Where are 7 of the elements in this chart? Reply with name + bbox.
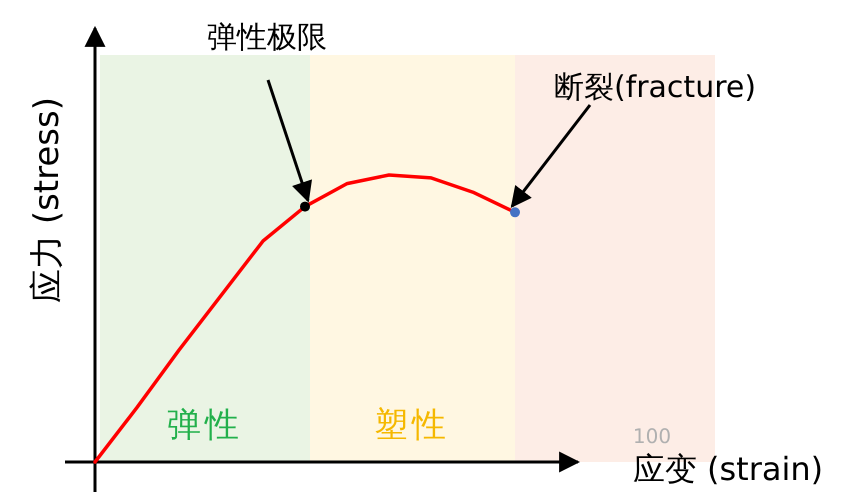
text: 弹性极限: [207, 20, 327, 55]
y-axis-title: 应力 (stress): [27, 97, 67, 303]
annotation: 塑性: [374, 405, 450, 445]
x-axis-title: 应变 (strain): [632, 450, 824, 488]
text: 100: [632, 424, 672, 448]
annotation: 弹性: [167, 405, 243, 445]
text: 断裂(fracture): [554, 70, 756, 105]
